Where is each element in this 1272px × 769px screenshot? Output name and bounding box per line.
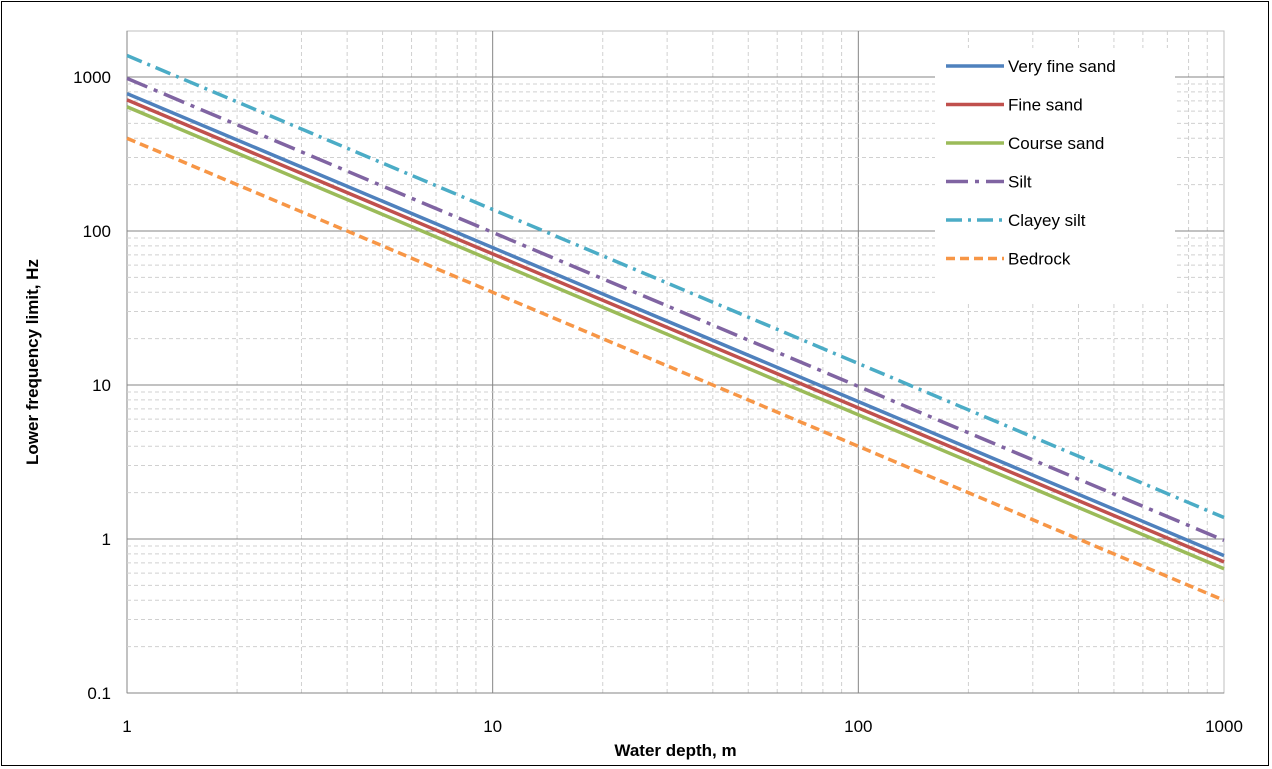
legend-background xyxy=(935,48,1175,303)
y-tick-label: 1000 xyxy=(73,68,111,87)
legend-label: Course sand xyxy=(1008,134,1104,153)
y-tick-label: 0.1 xyxy=(87,684,111,703)
series-line-very-fine-sand xyxy=(126,91,1225,558)
series-line-course-sand xyxy=(126,105,1225,571)
legend-label: Silt xyxy=(1008,173,1032,192)
x-tick-label: 100 xyxy=(844,717,872,736)
y-axis-title: Lower frequency limit, Hz xyxy=(23,259,42,465)
legend-label: Bedrock xyxy=(1008,250,1071,269)
x-tick-label: 10 xyxy=(483,717,502,736)
tick-labels: 1 10 100 1000 0.1 1 10 100 1000 xyxy=(73,68,1243,736)
legend-label: Clayey silt xyxy=(1008,211,1086,230)
grid xyxy=(126,30,1225,694)
y-tick-label: 1 xyxy=(102,530,111,549)
series-line-fine-sand xyxy=(126,98,1225,564)
series-lines xyxy=(126,53,1225,602)
x-axis-title: Water depth, m xyxy=(614,741,736,760)
legend: Very fine sand Fine sand Course sand Silt Cl… xyxy=(935,48,1175,303)
series-line-silt xyxy=(126,76,1225,543)
series-line-clayey-silt xyxy=(126,53,1225,520)
legend-label: Fine sand xyxy=(1008,96,1083,115)
y-tick-label: 10 xyxy=(92,376,111,395)
x-tick-label: 1 xyxy=(122,717,131,736)
y-tick-label: 100 xyxy=(83,222,111,241)
x-tick-label: 1000 xyxy=(1205,717,1243,736)
series-line-bedrock xyxy=(126,136,1225,602)
legend-label: Very fine sand xyxy=(1008,57,1116,76)
